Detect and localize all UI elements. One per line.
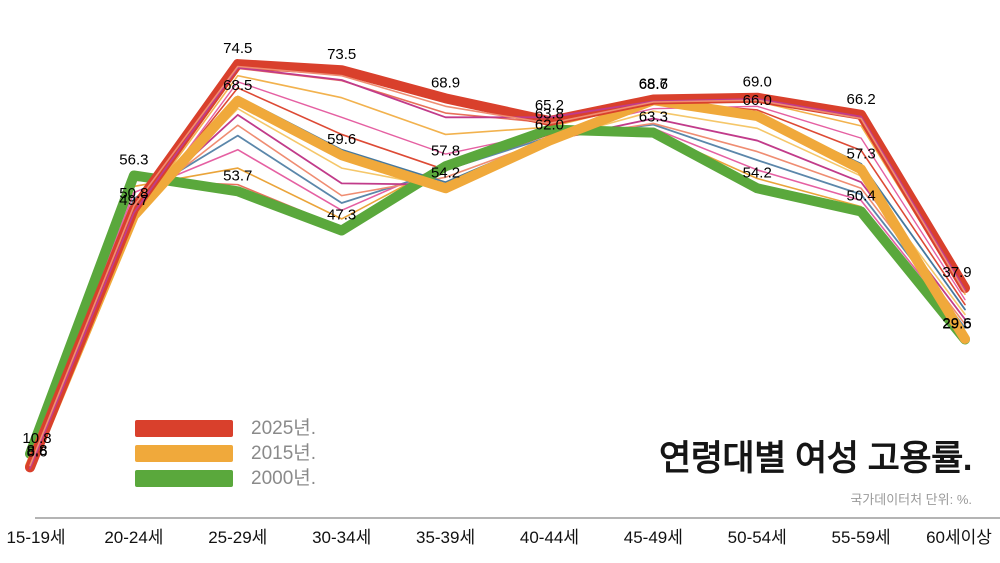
- value-label: 73.5: [327, 46, 356, 63]
- value-label: 63.3: [639, 109, 668, 126]
- value-label: 62.0: [535, 117, 564, 134]
- legend-swatch: [135, 420, 233, 437]
- value-label: 53.7: [223, 167, 252, 184]
- legend-item-2000: 2000년.: [135, 468, 317, 489]
- x-axis-label: 20-24세: [104, 528, 163, 547]
- title-block: 연령대별 여성 고용률. 국가데이터처 단위: %.: [412, 430, 972, 508]
- x-axis-label: 50-54세: [728, 528, 787, 547]
- value-label: 10.8: [22, 430, 51, 447]
- value-label: 63.8: [535, 106, 564, 123]
- value-label: 57.3: [847, 145, 876, 162]
- value-label: 65.2: [535, 97, 564, 114]
- series-line-bg-11: [29, 74, 966, 469]
- value-label: 47.3: [327, 207, 356, 224]
- value-label: 68.9: [431, 74, 460, 91]
- legend-item-2025: 2025년.: [135, 418, 317, 439]
- value-label: 8.6: [27, 443, 48, 460]
- x-axis-label: 55-59세: [832, 528, 891, 547]
- series-line-2015년.: [25, 95, 970, 472]
- value-label: 56.3: [119, 151, 148, 168]
- series-line-bg-05: [29, 122, 966, 471]
- x-axis-label: 15-19세: [6, 528, 65, 547]
- legend: 2025년. 2015년. 2000년.: [135, 418, 317, 489]
- value-label: 8.8: [27, 442, 48, 459]
- series-line-2000년.: [25, 124, 970, 459]
- x-axis-label: 35-39세: [416, 528, 475, 547]
- x-axis-label: 25-29세: [208, 528, 267, 547]
- chart-source-note: 국가데이터처 단위: %.: [850, 492, 972, 507]
- series-line-2025년.: [25, 59, 970, 473]
- value-label: 68.6: [639, 76, 668, 93]
- value-label: 68.5: [223, 77, 252, 94]
- value-label: 54.2: [431, 164, 460, 181]
- legend-swatch: [135, 445, 233, 462]
- value-label: 29.5: [942, 315, 971, 332]
- legend-label: 2000년.: [251, 468, 317, 489]
- legend-swatch: [135, 470, 233, 487]
- x-axis-label: 40-44세: [520, 528, 579, 547]
- value-label: 74.5: [223, 40, 252, 57]
- value-label: 50.4: [847, 188, 876, 205]
- value-label: 66.2: [847, 91, 876, 108]
- legend-label: 2025년.: [251, 418, 317, 439]
- series-line-ov-magenta: [29, 66, 966, 470]
- x-axis-label: 60세이상: [926, 528, 992, 547]
- value-label: 66.0: [743, 92, 772, 109]
- series-line-bg-04: [29, 123, 966, 469]
- value-label: 50.8: [119, 185, 148, 202]
- value-label: 49.7: [119, 192, 148, 209]
- value-label: 68.7: [639, 76, 668, 93]
- value-label: 57.8: [431, 142, 460, 159]
- value-label: 37.9: [942, 264, 971, 281]
- value-label: 59.6: [327, 131, 356, 148]
- chart-title: 연령대별 여성 고용률.: [659, 439, 972, 478]
- value-label: 54.2: [743, 164, 772, 181]
- series-line-bg-10: [29, 81, 966, 470]
- value-label: 69.0: [743, 74, 772, 91]
- legend-item-2015: 2015년.: [135, 443, 317, 464]
- legend-label: 2015년.: [251, 443, 317, 464]
- series-line-bg-12: [29, 67, 966, 469]
- series-line-ov-salmon: [29, 65, 966, 467]
- value-label: 29.6: [942, 315, 971, 332]
- x-axis-label: 30-34세: [312, 528, 371, 547]
- x-axis-label: 45-49세: [624, 528, 683, 547]
